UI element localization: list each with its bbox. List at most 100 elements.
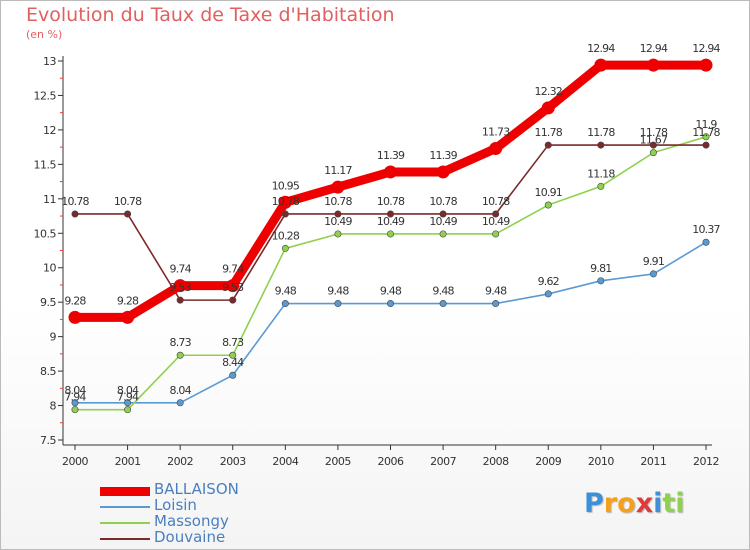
data-point [334, 230, 342, 238]
data-label: 11.67 [640, 134, 668, 147]
y-tick-label: 10 [43, 262, 56, 275]
data-label: 9.48 [380, 285, 402, 298]
logo-letter: i [675, 488, 685, 519]
y-tick-label: 12 [43, 124, 56, 137]
data-point [699, 58, 713, 72]
data-point [281, 210, 289, 218]
data-label: 9.74 [170, 263, 192, 276]
data-label: 9.91 [643, 255, 664, 268]
legend-swatch [100, 487, 150, 496]
data-point [71, 399, 79, 407]
legend-swatch [100, 506, 150, 508]
data-label: 9.28 [117, 294, 139, 307]
legend-swatch [100, 538, 150, 540]
data-point [597, 277, 605, 285]
logo-letter: o [617, 488, 636, 519]
data-point [229, 296, 237, 304]
data-label: 7.94 [117, 391, 139, 404]
data-point [544, 290, 552, 298]
data-point [597, 182, 605, 190]
data-point [229, 351, 237, 359]
y-tick-label: 9.5 [40, 296, 56, 309]
data-point [489, 142, 503, 156]
data-label: 7.94 [64, 391, 86, 404]
logo-letter: x [635, 488, 654, 519]
data-label: 10.78 [61, 195, 89, 208]
data-label: 11.78 [587, 126, 615, 139]
data-point [173, 279, 187, 293]
data-label: 11.17 [324, 164, 352, 177]
y-tick-label: 13 [43, 55, 56, 68]
data-label: 9.53 [170, 281, 192, 294]
legend-swatch [100, 522, 150, 524]
data-point [439, 300, 447, 308]
x-tick-label: 2000 [62, 455, 88, 468]
y-tick-label: 9 [50, 331, 57, 344]
data-label: 9.48 [432, 285, 454, 298]
x-tick-label: 2009 [535, 455, 561, 468]
data-point [71, 210, 79, 218]
y-tick-label: 11.5 [34, 158, 57, 171]
data-point [439, 230, 447, 238]
x-tick-label: 2005 [325, 455, 351, 468]
data-point [649, 149, 657, 157]
x-tick-label: 2004 [272, 455, 298, 468]
data-label: 12.94 [692, 42, 720, 55]
data-point [702, 238, 710, 246]
legend-label: Massongy [154, 512, 229, 530]
data-point [492, 210, 500, 218]
data-point [386, 230, 394, 238]
x-tick-label: 2010 [588, 455, 614, 468]
data-label: 10.49 [324, 215, 352, 228]
legend-label: Douvaine [154, 528, 226, 546]
legend-item: Loisin [100, 496, 360, 515]
data-label: 8.04 [64, 384, 86, 397]
data-point [229, 371, 237, 379]
x-tick-label: 2008 [483, 455, 509, 468]
x-tick-label: 2001 [115, 455, 141, 468]
data-label: 12.94 [640, 42, 668, 55]
data-point [331, 180, 345, 194]
data-label: 9.28 [64, 294, 86, 307]
data-point [492, 230, 500, 238]
data-label: 10.78 [482, 195, 510, 208]
data-label: 10.49 [377, 215, 405, 228]
data-label: 11.9 [695, 118, 717, 131]
data-label: 8.04 [117, 384, 139, 397]
y-tick-label: 10.5 [34, 227, 57, 240]
data-point [176, 351, 184, 359]
data-label: 8.04 [170, 384, 192, 397]
data-point [176, 399, 184, 407]
data-point [597, 141, 605, 149]
x-tick-label: 2003 [220, 455, 246, 468]
data-label: 12.94 [587, 42, 615, 55]
data-label: 10.95 [272, 179, 300, 192]
y-tick-label: 8.5 [40, 365, 56, 378]
logo-letter: r [603, 488, 618, 519]
logo-letter: P [584, 488, 604, 519]
data-label: 12.32 [535, 85, 563, 98]
y-tick-label: 8 [50, 400, 57, 413]
y-tick-label: 12.5 [34, 89, 57, 102]
x-tick-label: 2007 [430, 455, 456, 468]
data-label: 10.78 [377, 195, 405, 208]
data-label: 11.78 [535, 126, 563, 139]
data-point [492, 300, 500, 308]
data-point [702, 133, 710, 141]
data-point [544, 141, 552, 149]
data-label: 9.48 [327, 285, 349, 298]
data-point [176, 296, 184, 304]
data-point [71, 406, 79, 414]
legend-label: Loisin [154, 496, 197, 514]
data-label: 11.78 [640, 126, 668, 139]
data-point [334, 210, 342, 218]
data-point [386, 300, 394, 308]
data-point [541, 101, 555, 115]
data-label: 9.74 [222, 263, 244, 276]
data-point [124, 399, 132, 407]
data-label: 9.62 [538, 275, 559, 288]
data-point [334, 300, 342, 308]
data-label: 9.53 [222, 281, 244, 294]
data-label: 11.39 [377, 149, 405, 162]
data-label: 9.81 [590, 262, 611, 275]
